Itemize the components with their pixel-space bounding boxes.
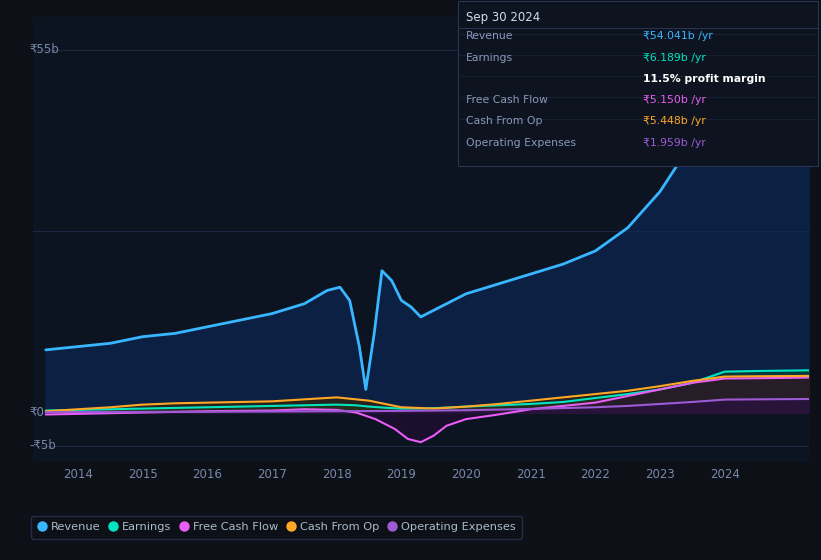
Text: -₹5b: -₹5b xyxy=(29,439,56,452)
Text: 11.5% profit margin: 11.5% profit margin xyxy=(643,74,765,84)
Text: ₹0: ₹0 xyxy=(29,406,44,419)
Text: Cash From Op: Cash From Op xyxy=(466,116,543,127)
Text: Revenue: Revenue xyxy=(466,31,514,41)
Text: ₹55b: ₹55b xyxy=(29,43,59,56)
Text: Operating Expenses: Operating Expenses xyxy=(466,138,576,148)
Legend: Revenue, Earnings, Free Cash Flow, Cash From Op, Operating Expenses: Revenue, Earnings, Free Cash Flow, Cash … xyxy=(30,516,522,539)
Text: ₹5.150b /yr: ₹5.150b /yr xyxy=(643,95,706,105)
Text: Earnings: Earnings xyxy=(466,53,513,63)
Text: Free Cash Flow: Free Cash Flow xyxy=(466,95,548,105)
Text: ₹5.448b /yr: ₹5.448b /yr xyxy=(643,116,705,127)
Text: ₹54.041b /yr: ₹54.041b /yr xyxy=(643,31,713,41)
Text: ₹6.189b /yr: ₹6.189b /yr xyxy=(643,53,705,63)
Text: ₹1.959b /yr: ₹1.959b /yr xyxy=(643,138,705,148)
Text: Sep 30 2024: Sep 30 2024 xyxy=(466,11,540,24)
